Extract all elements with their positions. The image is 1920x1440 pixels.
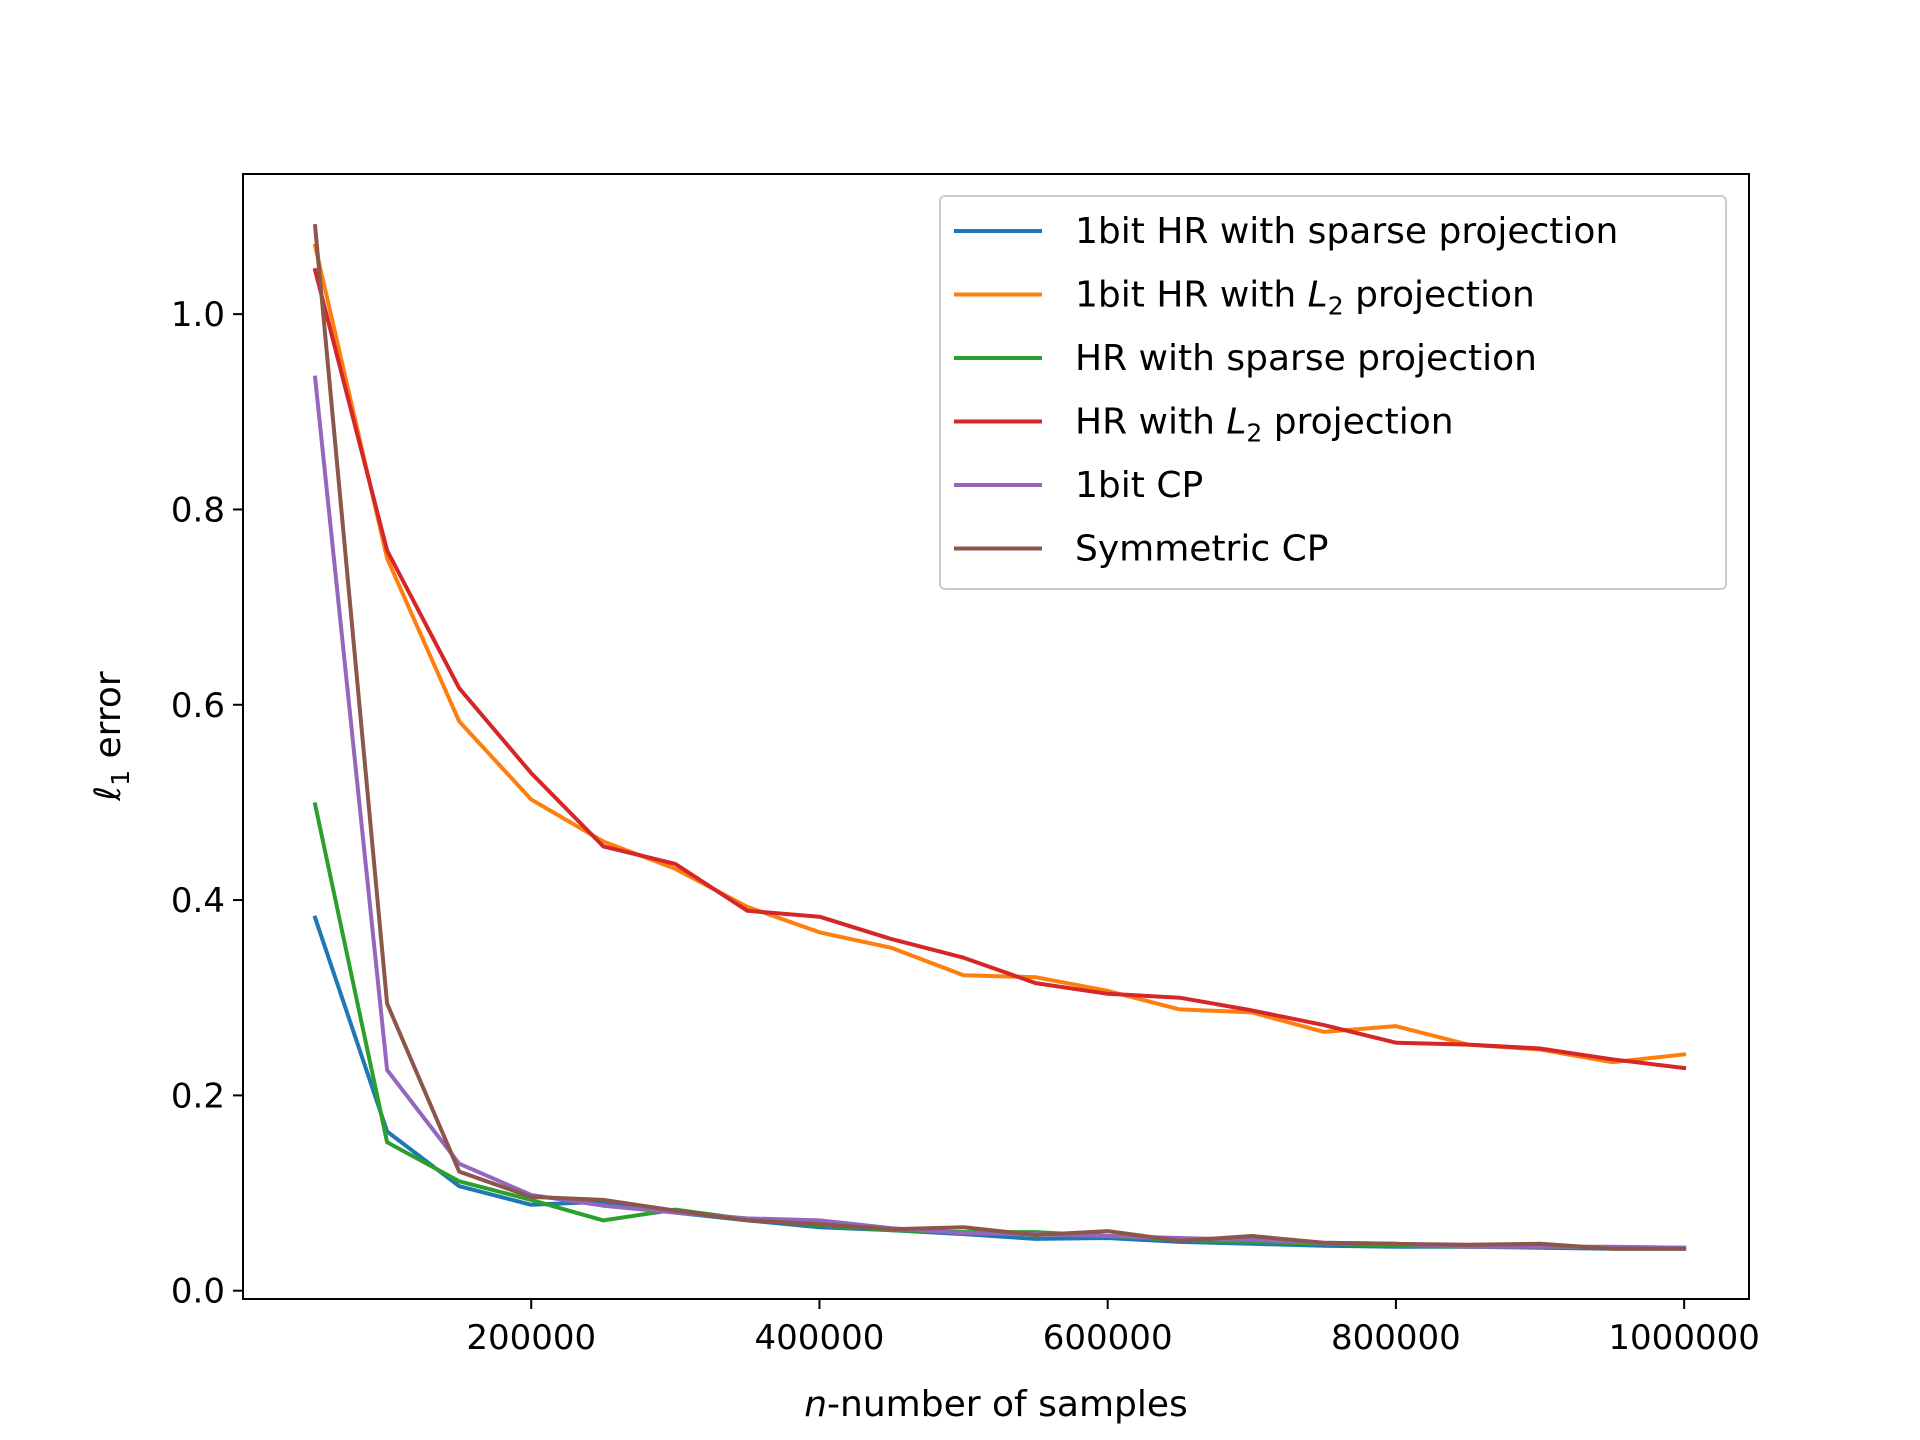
legend-label: Symmetric CP bbox=[1075, 529, 1328, 570]
plot-frame bbox=[242, 173, 1750, 1300]
series-line-4 bbox=[312, 267, 1687, 1071]
y-tick-label: 1.0 bbox=[171, 295, 225, 335]
x-tick-label: 800000 bbox=[1331, 1318, 1461, 1358]
legend-label: HR with L2 projection bbox=[1075, 402, 1454, 448]
y-tick-label: 0.6 bbox=[171, 686, 225, 726]
y-tick-label: 0.0 bbox=[171, 1272, 225, 1312]
y-axis-ticks: 0.0 0.2 0.4 0.6 0.8 1.0 bbox=[171, 295, 243, 1312]
x-tick-label: 400000 bbox=[755, 1318, 885, 1358]
x-tick-label: 1000000 bbox=[1608, 1318, 1759, 1358]
legend-label: 1bit HR with L2 projection bbox=[1075, 275, 1535, 321]
x-tick-label: 600000 bbox=[1043, 1318, 1173, 1358]
legend: 1bit HR with sparse projection 1bit HR wi… bbox=[939, 195, 1727, 590]
legend-label: HR with sparse projection bbox=[1075, 338, 1537, 379]
legend-label: 1bit HR with sparse projection bbox=[1075, 211, 1618, 252]
series-line-2 bbox=[312, 243, 1687, 1065]
x-axis-label: n-number of samples bbox=[804, 1384, 1188, 1425]
x-axis-ticks: 200000 400000 600000 800000 1000000 bbox=[466, 1299, 1760, 1358]
y-tick-label: 0.2 bbox=[171, 1076, 225, 1116]
x-tick-label: 200000 bbox=[466, 1318, 596, 1358]
y-tick-label: 0.4 bbox=[171, 881, 225, 921]
legend-label: 1bit CP bbox=[1075, 465, 1203, 506]
series-line-6 bbox=[312, 224, 1687, 1251]
y-tick-label: 0.8 bbox=[171, 490, 225, 530]
y-axis-label: ℓ1 error bbox=[88, 671, 135, 802]
legend-box bbox=[939, 195, 1727, 590]
series-lines bbox=[312, 224, 1687, 1251]
